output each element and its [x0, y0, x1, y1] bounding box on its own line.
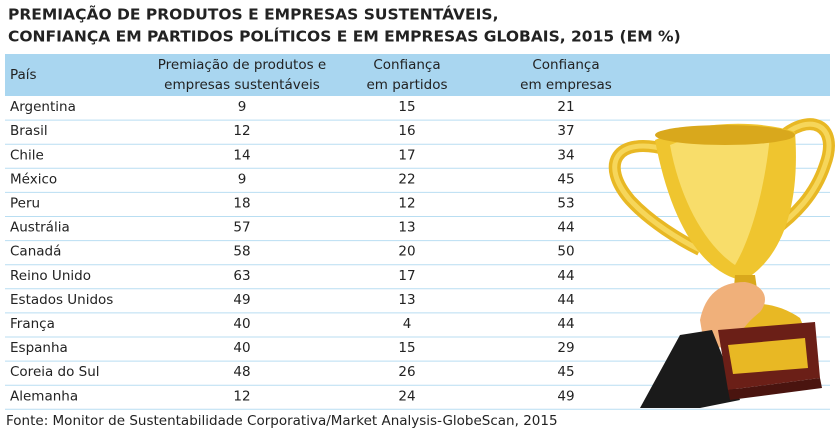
header-band — [5, 54, 830, 96]
header-cell: País — [10, 67, 37, 83]
country-cell: Coreia do Sul — [10, 364, 100, 380]
country-cell: Peru — [10, 195, 40, 211]
header-cell: Premiação de produtos e — [158, 57, 326, 73]
value-cell: 44 — [557, 220, 574, 236]
value-cell: 45 — [557, 171, 574, 187]
value-cell: 26 — [398, 364, 415, 380]
country-cell: França — [10, 316, 55, 332]
value-cell: 12 — [233, 388, 250, 404]
country-cell: Chile — [10, 147, 44, 163]
country-cell: México — [10, 171, 57, 187]
country-cell: Alemanha — [10, 388, 78, 404]
value-cell: 12 — [233, 123, 250, 139]
value-cell: 16 — [398, 123, 415, 139]
value-cell: 40 — [233, 340, 250, 356]
value-cell: 49 — [557, 388, 574, 404]
value-cell: 37 — [557, 123, 574, 139]
value-cell: 22 — [398, 171, 415, 187]
country-cell: Brasil — [10, 123, 48, 139]
header-cell: Confiança — [373, 57, 440, 73]
value-cell: 9 — [238, 171, 247, 187]
value-cell: 40 — [233, 316, 250, 332]
value-cell: 9 — [238, 99, 247, 115]
value-cell: 13 — [398, 292, 415, 308]
value-cell: 48 — [233, 364, 250, 380]
value-cell: 50 — [557, 244, 574, 260]
country-cell: Austrália — [10, 220, 70, 236]
value-cell: 13 — [398, 220, 415, 236]
value-cell: 63 — [233, 268, 250, 284]
value-cell: 14 — [233, 147, 250, 163]
value-cell: 21 — [557, 99, 574, 115]
value-cell: 34 — [557, 147, 574, 163]
value-cell: 49 — [233, 292, 250, 308]
title-line: CONFIANÇA EM PARTIDOS POLÍTICOS E EM EMP… — [8, 27, 681, 46]
value-cell: 24 — [398, 388, 415, 404]
value-cell: 44 — [557, 292, 574, 308]
header-cell: em empresas — [520, 77, 612, 93]
value-cell: 18 — [233, 195, 250, 211]
value-cell: 17 — [398, 268, 415, 284]
header-cell: empresas sustentáveis — [164, 77, 320, 93]
value-cell: 4 — [403, 316, 412, 332]
value-cell: 20 — [398, 244, 415, 260]
value-cell: 15 — [398, 340, 415, 356]
title-line: PREMIAÇÃO DE PRODUTOS E EMPRESAS SUSTENT… — [8, 5, 498, 24]
value-cell: 45 — [557, 364, 574, 380]
header-cell: em partidos — [366, 77, 447, 93]
value-cell: 44 — [557, 268, 574, 284]
table: País Premiação de produtos e empresas sust… — [5, 57, 830, 410]
country-cell: Reino Unido — [10, 268, 91, 284]
country-cell: Argentina — [10, 99, 76, 115]
value-cell: 12 — [398, 195, 415, 211]
value-cell: 58 — [233, 244, 250, 260]
value-cell: 53 — [557, 195, 574, 211]
value-cell: 57 — [233, 220, 250, 236]
value-cell: 15 — [398, 99, 415, 115]
country-cell: Canadá — [10, 244, 61, 260]
country-cell: Espanha — [10, 340, 68, 356]
footer-source: Fonte: Monitor de Sustentabilidade Corpo… — [6, 413, 558, 429]
value-cell: 29 — [557, 340, 574, 356]
header-cell: Confiança — [532, 57, 599, 73]
value-cell: 17 — [398, 147, 415, 163]
country-cell: Estados Unidos — [10, 292, 113, 308]
value-cell: 44 — [557, 316, 574, 332]
trophy-illustration — [608, 118, 835, 408]
